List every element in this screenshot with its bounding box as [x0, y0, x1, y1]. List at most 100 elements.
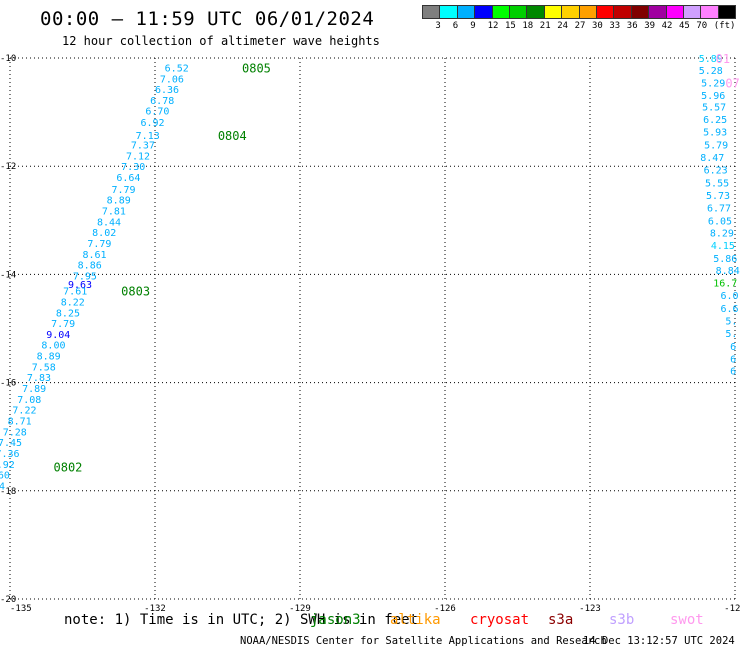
colorbar-label: 12 [487, 21, 499, 31]
y-tick-label: -10 [0, 54, 16, 64]
colorbar-label: 36 [626, 21, 638, 31]
data-point-label: 8.25 [56, 308, 80, 319]
data-point-label: 8.34 [0, 481, 5, 492]
data-point-label: 8.84 [716, 266, 740, 277]
data-point-label: 8.71 [8, 416, 32, 427]
data-point-label: 7.28 [3, 427, 27, 438]
data-point-label: 5.89 [699, 54, 723, 65]
chart-title: 00:00 – 11:59 UTC 06/01/2024 [40, 8, 375, 30]
credit-text: NOAA/NESDIS Center for Satellite Applica… [240, 635, 607, 647]
y-tick-label: -16 [0, 379, 16, 389]
data-point-label: 6 [730, 342, 736, 353]
data-point-label: 7.08 [17, 395, 41, 406]
data-point-label: 8.61 [83, 250, 107, 261]
colorbar-unit: (ft) [713, 21, 736, 31]
data-point-label: 5.79 [704, 141, 728, 152]
colorbar-label: 39 [644, 21, 656, 31]
x-tick-label: -129 [289, 604, 311, 614]
colorbar-label: 24 [557, 21, 569, 31]
data-point-label: 7.89 [22, 384, 46, 395]
data-point-label: 4.15 [711, 241, 735, 252]
pass-time-label: 01 [716, 52, 730, 66]
pass-time-label: 0804 [218, 129, 247, 143]
data-point-label: 5.29 [701, 78, 725, 89]
data-point-label: 5.86 [713, 254, 737, 265]
data-point-label: 7.30 [121, 162, 145, 173]
colorbar-label: 21 [539, 21, 551, 31]
colorbar-label: 45 [679, 21, 690, 31]
data-point-label: 7.60 [0, 471, 10, 482]
colorbar-label: 42 [661, 21, 673, 31]
data-point-label: 5.55 [705, 178, 729, 189]
pass-time-label: 07 [725, 76, 739, 90]
colorbar-label: 27 [574, 21, 586, 31]
data-point-label: 8.02 [92, 228, 116, 239]
data-point-label: 6.25 [703, 115, 727, 126]
colorbar-label: 15 [505, 21, 516, 31]
colorbar-label: 3 [435, 21, 441, 31]
satellite-legend-item: s3a [548, 612, 574, 628]
y-tick-label: -18 [0, 487, 16, 497]
data-point-label: 8.00 [41, 341, 65, 352]
footer-note: note: 1) Time is in UTC; 2) SWH is in fe… [64, 612, 419, 628]
data-point-label: 6.92 [0, 460, 15, 471]
data-point-label: 9.63 [68, 280, 92, 291]
data-point-label: 7.79 [87, 239, 111, 250]
colorbar-label: 30 [592, 21, 603, 31]
x-tick-label: -126 [434, 604, 456, 614]
data-point-label: 7.12 [126, 151, 150, 162]
x-tick-label: -135 [10, 604, 32, 614]
colorbar-label: 9 [470, 21, 476, 31]
chart-subtitle: 12 hour collection of altimeter wave hei… [62, 34, 380, 48]
data-point-label: 7.06 [160, 75, 184, 86]
data-point-label: 6.77 [707, 203, 731, 214]
data-point-label: 5.96 [701, 91, 725, 102]
y-tick-label: -20 [0, 595, 16, 605]
data-point-label: 7.61 [63, 287, 87, 298]
data-point-label: 7.58 [32, 362, 56, 373]
data-point-label: 5.28 [699, 66, 723, 77]
data-point-label: 7.81 [102, 207, 126, 218]
pass-time-label: 0805 [242, 62, 271, 76]
satellite-legend-item: swot [670, 612, 704, 628]
data-point-label: 6.92 [141, 118, 165, 129]
data-point-label: 7.79 [112, 185, 136, 196]
x-tick-label: -132 [144, 604, 166, 614]
satellite-legend-item: s3b [609, 612, 635, 628]
data-point-label: 5. [725, 316, 737, 327]
x-tick-label: -120 [724, 604, 740, 614]
data-point-label: 9.04 [46, 330, 70, 341]
data-point-label: 8.22 [61, 297, 85, 308]
data-point-label: 7.22 [12, 406, 36, 417]
data-point-label: 8.44 [97, 217, 121, 228]
colorbar-label: 18 [522, 21, 534, 31]
data-point-label: 7.95 [73, 271, 97, 282]
timestamp-text: 14 Dec 13:12:57 UTC 2024 [583, 635, 735, 647]
data-point-label: 6.0 [721, 291, 739, 302]
data-point-label: 6.64 [116, 173, 140, 184]
colorbar-swatch [717, 5, 737, 19]
data-point-label: 6.70 [145, 106, 169, 117]
data-point-label: 7.79 [51, 319, 75, 330]
data-point-label: 5.57 [702, 103, 726, 114]
data-point-label: 8.86 [78, 261, 102, 272]
data-point-label: 6.78 [150, 96, 174, 107]
data-point-label: 16.7 [713, 279, 737, 290]
x-tick-label: -123 [579, 604, 601, 614]
data-point-label: 8.47 [700, 153, 724, 164]
colorbar-label: 6 [452, 21, 459, 31]
data-point-label: 7.45 [0, 438, 22, 449]
y-tick-label: -14 [0, 270, 16, 280]
data-point-label: 8.29 [710, 229, 734, 240]
data-point-label: 7.37 [131, 141, 155, 152]
data-point-label: 6.05 [708, 216, 732, 227]
data-point-label: 6.23 [704, 165, 728, 176]
data-point-label: 5.73 [706, 191, 730, 202]
satellite-legend-item: jason3 [310, 612, 361, 628]
data-point-label: 8.89 [37, 352, 61, 363]
data-point-label: 7.83 [27, 373, 51, 384]
data-point-label: 6.6 [721, 304, 739, 315]
data-point-label: 7.13 [136, 131, 160, 142]
colorbar-label: 33 [609, 21, 621, 31]
satellite-legend-item: altika [390, 612, 441, 628]
